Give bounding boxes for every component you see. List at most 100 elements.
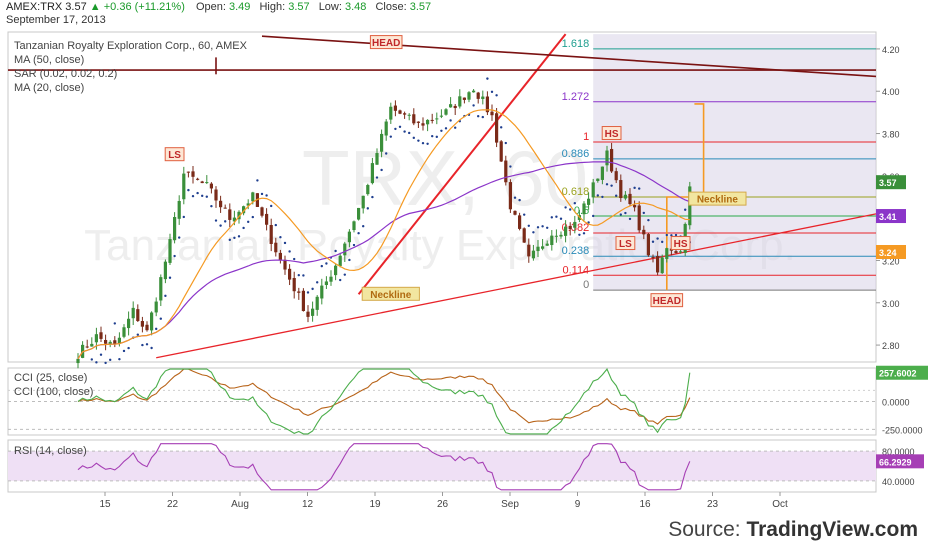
candle-body — [347, 231, 351, 243]
candle-body — [656, 256, 660, 273]
candle-body — [568, 225, 572, 230]
candle-body — [191, 171, 195, 177]
candle-body — [536, 246, 540, 252]
sar-dot — [638, 187, 641, 190]
sar-dot — [490, 90, 494, 94]
sar-dot — [187, 188, 190, 192]
price-tag-label: 3.41 — [879, 212, 897, 222]
sar-dot — [366, 207, 369, 210]
candle-body — [375, 153, 379, 165]
candle-body — [527, 244, 531, 257]
candle-body — [591, 182, 595, 198]
candle-body — [587, 198, 591, 205]
sar-dot — [665, 233, 668, 237]
x-tick-label: 9 — [575, 499, 581, 510]
candle-body — [610, 148, 614, 172]
rsi-value-tag — [876, 454, 924, 469]
sar-dot — [311, 287, 314, 291]
legend-rsi: RSI (14, close) — [14, 445, 87, 457]
sar-dot — [670, 234, 673, 237]
sar-dot — [288, 250, 291, 253]
sar-dot — [536, 226, 540, 229]
candle-body — [315, 296, 319, 310]
candle-body — [628, 193, 632, 205]
x-tick-label: 23 — [707, 499, 719, 510]
ma20-line — [77, 109, 690, 360]
sar-dot — [421, 141, 425, 145]
y-tick-label: 2.80 — [882, 341, 900, 351]
sar-dot — [647, 218, 650, 222]
candle-body — [430, 119, 434, 121]
candle-body — [288, 268, 292, 280]
sar-dot — [380, 168, 383, 172]
sar-dot — [385, 152, 388, 155]
candle-body — [278, 252, 282, 260]
sar-dot — [145, 343, 149, 346]
sar-dot — [578, 233, 581, 236]
sar-dot — [293, 257, 296, 261]
pattern-label: HEAD — [653, 296, 681, 307]
candle-body — [513, 210, 517, 215]
candle-body — [545, 243, 549, 246]
candle-body — [559, 234, 563, 237]
pattern-label-box — [369, 35, 403, 50]
cci-value-label: 257.6002 — [879, 369, 917, 379]
sar-dot — [582, 232, 586, 235]
sar-dot — [661, 240, 664, 244]
candle-body — [412, 114, 416, 124]
fib-label: 0.618 — [562, 186, 590, 198]
candle-body — [637, 205, 641, 231]
sar-dot — [624, 211, 627, 215]
rsi-tick-label: 80.0000 — [882, 447, 915, 457]
sar-dot — [150, 346, 153, 350]
candle-body — [301, 290, 305, 312]
ma50-line — [77, 161, 691, 360]
candle-body — [274, 242, 278, 253]
candle-body — [531, 250, 535, 259]
downtrend-line — [261, 35, 877, 78]
sar-dot — [656, 237, 659, 240]
sar-dot — [674, 233, 678, 237]
candle-body — [90, 343, 94, 347]
candle-body — [99, 332, 103, 339]
candle-body — [265, 213, 269, 225]
candle-body — [476, 92, 480, 99]
y-tick-label: 3.00 — [882, 299, 900, 309]
sar-dot — [371, 195, 374, 199]
sar-dot — [178, 236, 181, 239]
candle-body — [573, 221, 577, 228]
candle-body — [564, 226, 568, 236]
sar-dot — [164, 294, 167, 298]
candle-body — [329, 276, 333, 282]
sar-dot — [265, 194, 268, 197]
candle-body — [85, 346, 89, 348]
candle-body — [223, 207, 227, 209]
candle-body — [283, 259, 287, 270]
cci25-line — [77, 368, 691, 435]
sar-dot — [431, 134, 434, 138]
price-change: +0.36 (+11.21%) — [103, 1, 185, 13]
candle-body — [177, 200, 181, 219]
candle-body — [389, 106, 393, 120]
candle-body — [209, 183, 213, 189]
sar-dot — [454, 126, 457, 129]
candle-body — [444, 109, 448, 115]
sar-dot — [504, 141, 507, 145]
sar-dot — [279, 236, 282, 239]
pattern-label: LS — [168, 150, 181, 161]
candle-body — [297, 291, 301, 293]
candle-body — [554, 235, 558, 237]
sar-dot — [205, 195, 208, 198]
legend-sar: SAR (0.02, 0.02, 0.2) — [14, 68, 118, 80]
fib-zone — [593, 34, 876, 291]
candle-body — [168, 239, 172, 263]
candle-body — [651, 256, 655, 258]
fib-label: 0.886 — [562, 148, 590, 160]
fib-label: 0.5 — [574, 205, 589, 217]
sar-dot — [619, 213, 622, 216]
sar-dot — [389, 135, 392, 138]
rsi-band — [8, 451, 876, 481]
candle-body — [292, 277, 296, 292]
candle-body — [508, 182, 512, 210]
